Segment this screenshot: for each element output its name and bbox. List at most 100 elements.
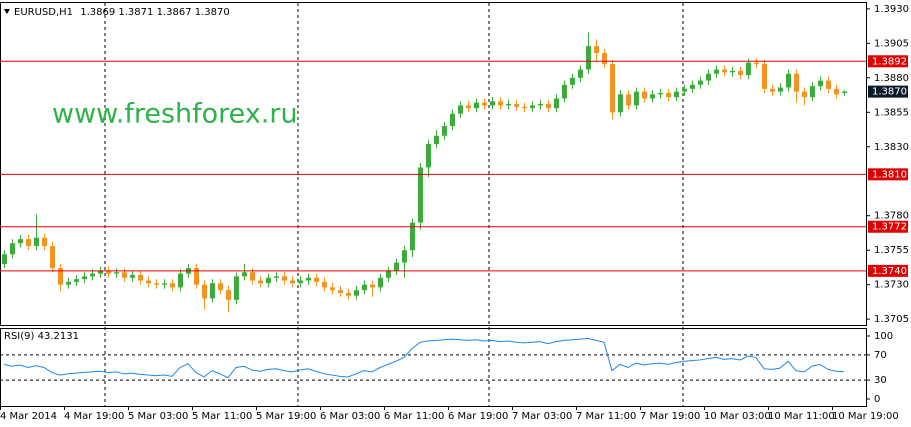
y-tick-label: 1.3780 [874, 211, 909, 222]
candle-body [834, 88, 839, 95]
bar-close: 1.3870 [195, 7, 230, 18]
candle-body [402, 250, 407, 263]
candle-body [786, 73, 791, 88]
main-panel-frame [0, 2, 867, 326]
level-label-box [868, 55, 908, 68]
candle-body [10, 243, 15, 255]
candle-body [714, 69, 719, 74]
bar-open: 1.3869 [80, 7, 115, 18]
candle-body [354, 290, 359, 296]
candle-body [682, 88, 687, 92]
x-tick-label: 6 Mar 19:00 [448, 411, 508, 422]
x-tick-label: 10 Mar 03:00 [704, 411, 771, 422]
watermark: www.freshforex.ru [52, 99, 298, 130]
rsi-y-tick-label: 100 [874, 331, 893, 342]
candle-body [170, 283, 175, 288]
candle-body [706, 73, 711, 81]
symbol-menu-icon [4, 9, 10, 14]
candle-body [114, 272, 119, 274]
candle-body [794, 73, 799, 92]
candle-body [394, 262, 399, 271]
candle-body [698, 80, 703, 85]
x-tick-label: 5 Mar 03:00 [128, 411, 188, 422]
candle-body [530, 105, 535, 109]
day-separators [104, 3, 684, 406]
candle-body [810, 86, 815, 98]
candle-body [562, 84, 567, 99]
x-tick-label: 7 Mar 03:00 [512, 411, 572, 422]
candle-body [98, 270, 103, 274]
candle-body [378, 277, 383, 288]
candle-body [74, 279, 79, 282]
candle-body [26, 239, 31, 247]
candle-body [458, 105, 463, 114]
candle-body [690, 84, 695, 89]
rsi-line [3, 338, 845, 379]
candle-body [738, 70, 743, 76]
candle-body [274, 276, 279, 278]
rsi-y-tick-label: 70 [874, 350, 887, 361]
candle-body [602, 53, 607, 65]
candle-body [250, 272, 255, 281]
candle-body [266, 277, 271, 284]
y-tick-label: 1.3855 [874, 107, 909, 118]
candle-body [194, 268, 199, 285]
rsi-value: 43.2131 [38, 331, 79, 342]
candle-body [826, 80, 831, 89]
candle-body [426, 144, 431, 168]
candle-body [538, 104, 543, 106]
candle-body [234, 276, 239, 300]
candle-body [586, 46, 591, 70]
candle-body [90, 273, 95, 277]
candle-body [18, 239, 23, 244]
candle-body [34, 237, 39, 247]
y-tick-label: 1.3755 [874, 245, 909, 256]
candle-body [322, 281, 327, 288]
x-tick-label: 6 Mar 03:00 [320, 411, 380, 422]
y-tick-label: 1.3905 [874, 38, 909, 49]
candle-body [178, 273, 183, 288]
candle-body [666, 92, 671, 98]
candle-body [770, 88, 775, 92]
current-price-label: 1.3870 [872, 87, 907, 98]
candle-body [298, 280, 303, 284]
candle-body [146, 280, 151, 284]
candle-body [218, 283, 223, 291]
candle-body [42, 237, 47, 247]
y-tick-label: 1.3880 [874, 73, 909, 84]
candle-body [674, 91, 679, 98]
rsi-header: RSI(9) 43.2131 [4, 331, 79, 342]
candle-body [554, 98, 559, 109]
candle-body [802, 91, 807, 98]
candle-body [474, 102, 479, 109]
candle-body [58, 268, 63, 285]
chart-header: EURUSD,H1 1.3869 1.3871 1.3867 1.3870 [14, 7, 230, 18]
candle-body [106, 270, 111, 274]
candle-body [306, 277, 311, 281]
candle-body [634, 91, 639, 106]
candle-body [722, 69, 727, 73]
candle-body [130, 274, 135, 278]
x-tick-label: 4 Mar 19:00 [64, 411, 124, 422]
candle-body [522, 106, 527, 109]
candle-body [746, 62, 751, 76]
candle-body [754, 62, 759, 65]
candle-body [442, 126, 447, 136]
candle-body [626, 94, 631, 106]
candle-body [282, 276, 287, 281]
candle-body [122, 272, 127, 278]
candle-body [370, 284, 375, 288]
candle-body [162, 283, 167, 285]
x-tick-label: 7 Mar 19:00 [640, 411, 700, 422]
rsi-y-tick-label: 0 [874, 394, 880, 405]
candle-body [418, 167, 423, 223]
candle-body [386, 270, 391, 278]
candle-body [338, 290, 343, 293]
candle-body [346, 292, 351, 296]
candle-body [226, 290, 231, 300]
x-tick-label: 10 Mar 19:00 [832, 411, 899, 422]
candle-body [818, 80, 823, 87]
candle-body [778, 87, 783, 92]
